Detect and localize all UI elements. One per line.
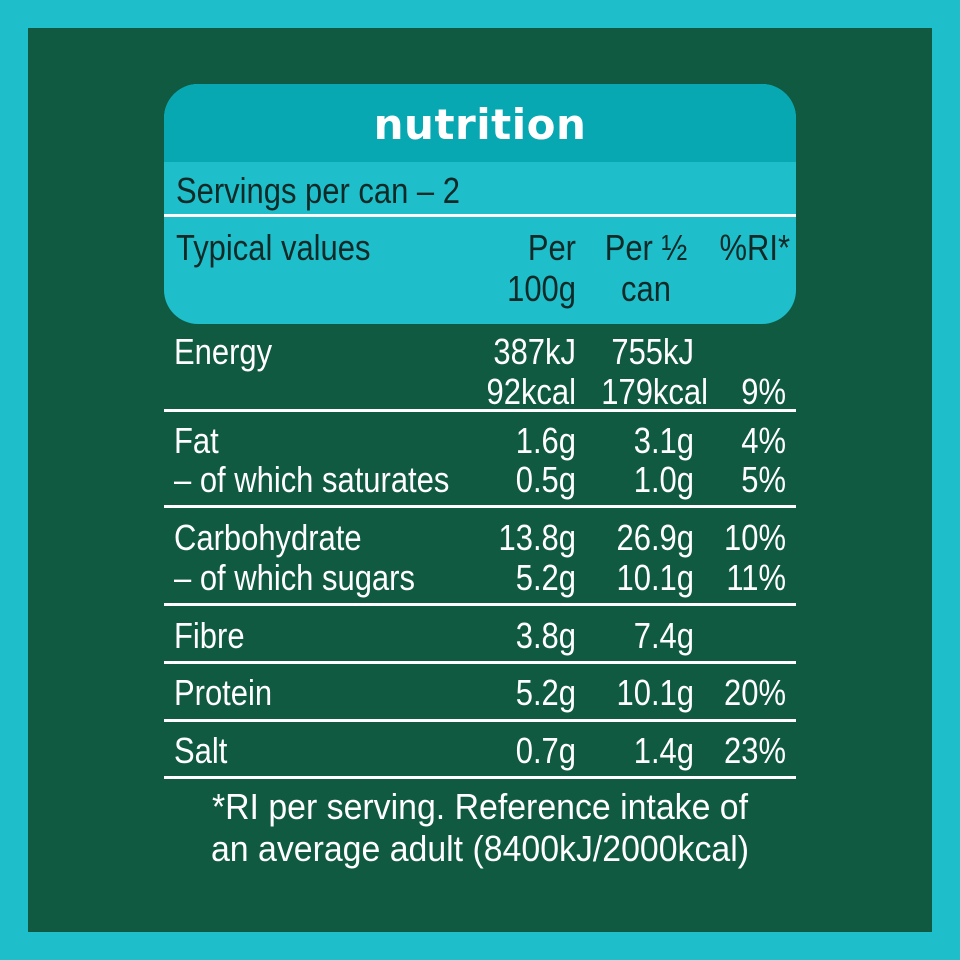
nutrition-title: nutrition [373, 100, 587, 149]
energy-perhalf-kcal: 179kcal [601, 371, 708, 412]
sugars-per100: 5.2g [515, 557, 576, 598]
header-divider [164, 214, 796, 217]
saturates-label: – of which saturates [174, 459, 450, 500]
footnote-line-2: an average adult (8400kJ/2000kcal) [210, 828, 750, 869]
typical-values-header: Typical values [176, 227, 371, 268]
carbohydrate-label: Carbohydrate [174, 517, 362, 558]
row-divider [164, 603, 796, 606]
sugars-ri: 11% [726, 557, 786, 598]
title-band [164, 84, 796, 162]
saturates-per100: 0.5g [515, 459, 576, 500]
salt-per100: 0.7g [515, 730, 576, 771]
fat-per100: 1.6g [515, 420, 576, 461]
fat-ri: 4% [741, 420, 786, 461]
protein-ri: 20% [724, 672, 786, 713]
energy-ri: 9% [741, 371, 786, 412]
saturates-perhalf: 1.0g [633, 459, 694, 500]
carbohydrate-ri: 10% [724, 517, 786, 558]
fat-label: Fat [174, 420, 219, 461]
per-100g-header-line1: Per [527, 227, 576, 268]
per-100g-header-line2: 100g [507, 268, 576, 309]
energy-label: Energy [174, 331, 273, 372]
sugars-label: – of which sugars [174, 557, 415, 598]
protein-perhalf: 10.1g [616, 672, 694, 713]
per-half-can-header-line2: can [621, 268, 671, 309]
row-divider [164, 661, 796, 664]
protein-label: Protein [174, 672, 273, 713]
row-divider [164, 719, 796, 722]
energy-per100-kj: 387kJ [493, 331, 576, 372]
row-divider [164, 409, 796, 412]
per-half-can-header-line1: Per ½ [604, 227, 688, 268]
row-divider [164, 505, 796, 508]
salt-label: Salt [174, 730, 228, 771]
fibre-label: Fibre [174, 615, 245, 656]
fibre-per100: 3.8g [515, 615, 576, 656]
carbohydrate-per100: 13.8g [498, 517, 576, 558]
sugars-perhalf: 10.1g [616, 557, 694, 598]
salt-ri: 23% [724, 730, 786, 771]
fibre-perhalf: 7.4g [633, 615, 694, 656]
saturates-ri: 5% [741, 459, 786, 500]
energy-perhalf-kj: 755kJ [611, 331, 694, 372]
servings-text: Servings per can – 2 [176, 170, 460, 211]
energy-per100-kcal: 92kcal [486, 371, 576, 412]
carbohydrate-perhalf: 26.9g [616, 517, 694, 558]
nutrition-header-box: nutrition Servings per can – 2 Typical v… [164, 84, 796, 324]
salt-perhalf: 1.4g [633, 730, 694, 771]
row-divider [164, 776, 796, 779]
protein-per100: 5.2g [515, 672, 576, 713]
ri-header: %RI* [719, 227, 790, 268]
footnote-line-1: *RI per serving. Reference intake of [211, 786, 749, 827]
footnote: *RI per serving. Reference intake of an … [179, 786, 781, 870]
fat-perhalf: 3.1g [633, 420, 694, 461]
